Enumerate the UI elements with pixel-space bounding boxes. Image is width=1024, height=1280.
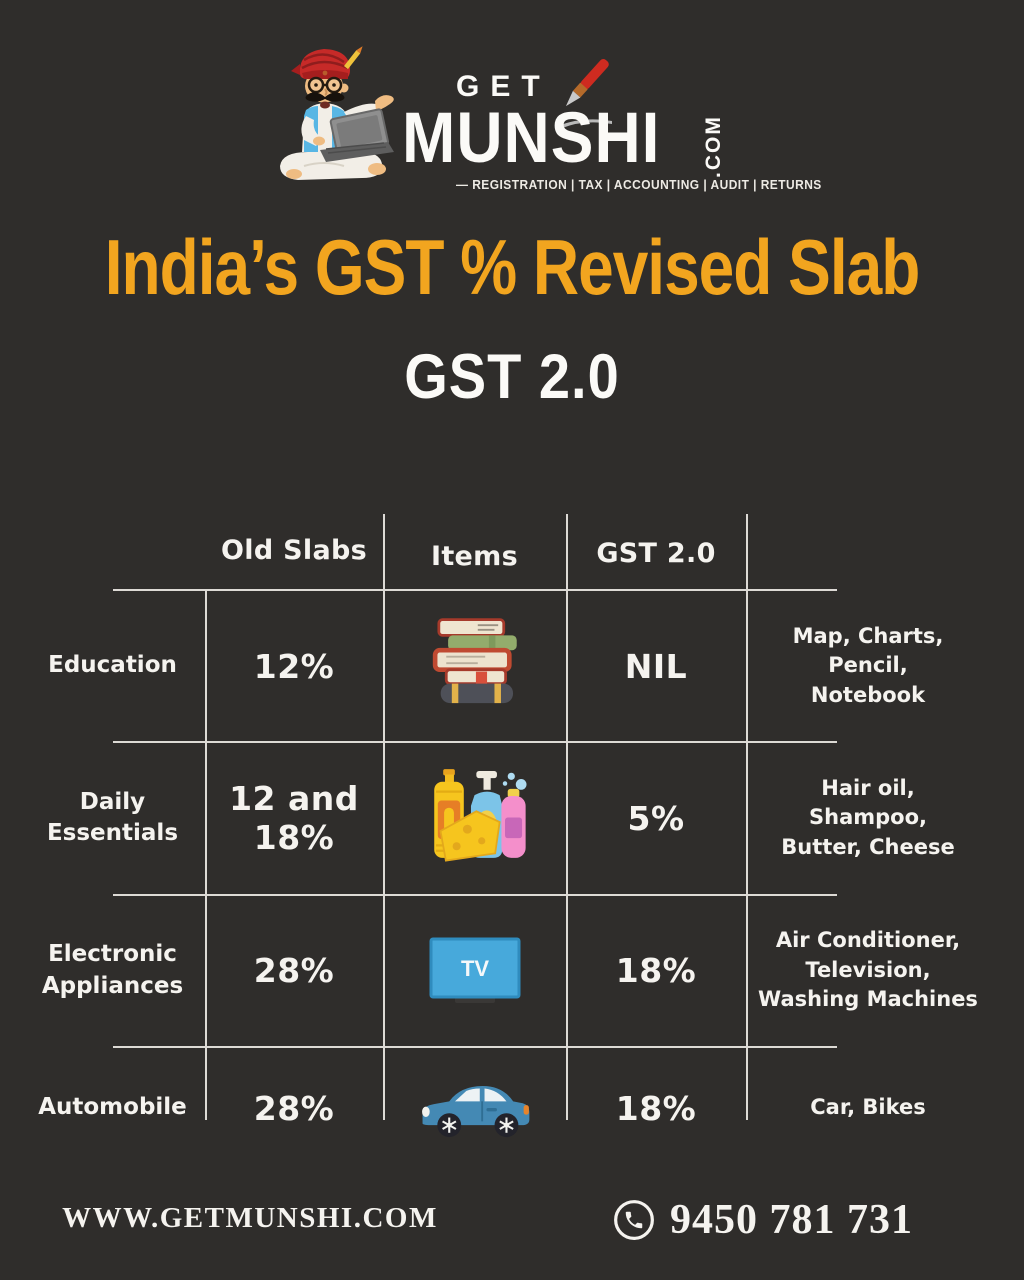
car-icon — [421, 1086, 529, 1138]
gst2-value: 5% — [627, 798, 685, 838]
item-icon-cell — [383, 591, 566, 741]
footer-website: WWW.GETMUNSHI.COM — [62, 1202, 438, 1234]
gst2-value: 18% — [615, 1088, 697, 1128]
svg-text:TV: TV — [460, 956, 488, 981]
item-icon-cell: TV — [383, 896, 566, 1045]
table-grid-line — [746, 514, 748, 1120]
row-category: Daily Essentials — [46, 788, 179, 846]
table-grid-line — [113, 894, 837, 896]
row-category: Automobile — [38, 1094, 187, 1121]
phone-icon — [614, 1200, 654, 1240]
row-category: Electronic Appliances — [41, 941, 184, 999]
column-header-old-slabs: Old Slabs — [221, 534, 367, 566]
column-header-items: Items — [431, 540, 518, 572]
item-icon-cell — [383, 743, 566, 893]
footer-phone-number: 9450 781 731 — [670, 1197, 913, 1243]
pencil-icon — [344, 46, 363, 70]
table-grid-line — [113, 1046, 837, 1048]
item-icon-cell — [383, 1048, 566, 1168]
logo-tld: .COM — [702, 115, 725, 178]
examples-text: Map, Charts, Pencil, Notebook — [792, 623, 944, 707]
old-slab-value: 28% — [253, 951, 335, 990]
table-grid-line — [205, 589, 207, 1120]
old-slab-value: 28% — [253, 1088, 335, 1128]
page-title: India’s GST % Revised Slab — [104, 223, 921, 312]
toiletries-icon — [433, 769, 527, 862]
tv-icon: TV — [429, 937, 520, 1003]
munshi-mascot-illustration — [280, 46, 394, 180]
logo-get-text: GET — [456, 70, 551, 103]
page-subtitle: GST 2.0 — [404, 341, 620, 412]
examples-text: Hair oil, Shampoo, Butter, Cheese — [781, 775, 955, 859]
wheel-icon — [494, 1113, 518, 1138]
examples-text: Car, Bikes — [810, 1095, 926, 1120]
row-category: Education — [48, 652, 177, 679]
glasses-icon — [307, 76, 343, 94]
examples-text: Air Conditioner, Television, Washing Mac… — [758, 928, 978, 1012]
table-grid-line — [113, 589, 837, 591]
wheel-icon — [436, 1113, 461, 1138]
books-stack-icon — [432, 618, 517, 704]
table-grid-line — [566, 514, 568, 1120]
logo-tagline: — REGISTRATION | TAX | ACCOUNTING | AUDI… — [456, 177, 822, 192]
table-grid-line — [383, 514, 385, 1120]
old-slab-value: 12% — [253, 646, 335, 686]
logo-brand-name: MUNSHI — [402, 97, 661, 178]
gst2-value: 18% — [615, 951, 697, 990]
column-header-gst2: GST 2.0 — [596, 537, 716, 569]
gst2-value: NIL — [624, 646, 688, 686]
footer-phone-group: 9450 781 731 — [612, 1196, 913, 1244]
old-slab-value: 12 and 18% — [229, 779, 359, 857]
table-grid-line — [113, 741, 837, 743]
pen-icon — [558, 59, 612, 129]
